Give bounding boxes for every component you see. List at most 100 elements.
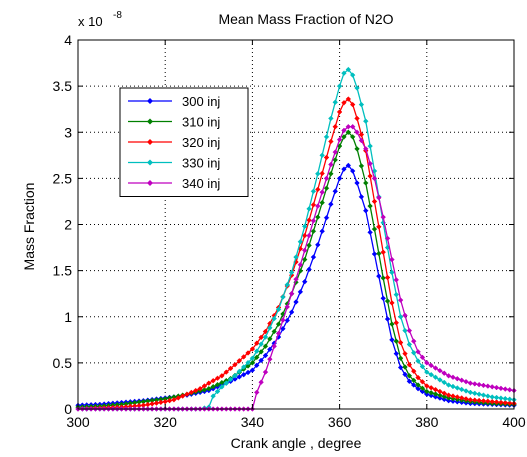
data-point [437,367,443,374]
series-line [78,68,515,410]
data-point [424,391,430,397]
data-point [210,377,216,384]
data-point [445,395,452,401]
data-point [371,251,378,257]
y-tick-label: 4 [64,32,72,48]
y-tick-label: 3 [64,124,72,140]
data-point [371,226,378,232]
data-point [336,136,343,143]
data-point [280,311,286,317]
labels-layer: Mean Mass Fraction of N2O Crank angle , … [21,10,394,451]
data-point [419,354,426,361]
data-point [506,400,513,406]
data-point [363,207,369,214]
chart-title: Mean Mass Fraction of N2O [218,11,393,27]
data-point [210,383,216,390]
data-point [402,350,408,357]
legend-marker [147,139,153,145]
data-point [254,348,260,354]
data-point [450,393,456,399]
data-point [293,254,299,260]
data-point [367,203,373,209]
data-point [332,99,338,106]
data-point [432,365,439,371]
data-point [306,217,312,223]
data-point [428,362,434,369]
data-point [249,360,256,366]
legend-item: 340 inj [128,176,220,191]
data-point [153,400,160,406]
data-point [262,343,269,350]
data-point [206,385,212,392]
y-multiplier-exponent: -8 [113,10,122,21]
data-point [419,385,426,391]
data-point [393,277,400,283]
data-point [354,85,360,91]
data-point [245,350,251,356]
data-point [445,397,452,404]
data-point [315,186,321,193]
data-point [175,395,182,401]
data-point [493,394,500,401]
legend-label: 340 inj [182,176,220,191]
data-point [415,358,421,364]
data-point [384,235,391,242]
data-point [271,343,277,350]
data-point [393,319,400,326]
data-point [245,363,251,369]
data-point [184,391,190,397]
data-point [367,229,373,236]
data-point [363,180,369,186]
data-point [441,370,447,376]
data-point [219,373,225,379]
data-point [323,154,330,161]
data-point [288,309,295,315]
data-point [406,373,413,379]
data-point [454,385,461,391]
data-point [489,394,495,400]
data-point [306,206,312,212]
data-point [227,376,234,383]
data-point [262,328,269,335]
data-point [472,381,478,387]
legend-item: 330 inj [128,156,220,171]
data-point [310,202,317,208]
data-point [376,273,382,279]
data-point [254,340,260,346]
data-point [319,170,325,177]
data-point [393,350,400,357]
data-point [441,379,447,386]
y-tick-label: 2.5 [53,170,73,186]
data-point [310,218,317,224]
data-point [349,134,356,140]
data-point [437,388,443,395]
data-point [463,378,469,385]
data-point [232,376,238,382]
data-point [502,386,509,392]
data-point [214,375,221,382]
x-axis-label: Crank angle , degree [231,435,362,451]
legend-label: 310 inj [182,115,220,130]
data-point [445,382,452,388]
data-point [489,384,495,390]
data-point [332,149,338,155]
data-point [397,339,404,346]
data-point [319,189,325,195]
data-point [397,313,404,320]
data-point [441,396,447,403]
data-point [293,299,299,305]
data-point [240,354,247,360]
data-point [349,168,356,174]
data-point [380,295,386,302]
data-point [354,115,360,122]
legend-box [119,87,249,197]
data-point [179,393,186,399]
data-point [432,394,439,400]
data-point [389,256,395,263]
data-point [267,325,273,331]
data-point [258,349,264,355]
x-tick-label: 300 [66,414,90,430]
data-point [293,279,299,286]
data-point [410,349,417,356]
data-point [301,232,308,239]
